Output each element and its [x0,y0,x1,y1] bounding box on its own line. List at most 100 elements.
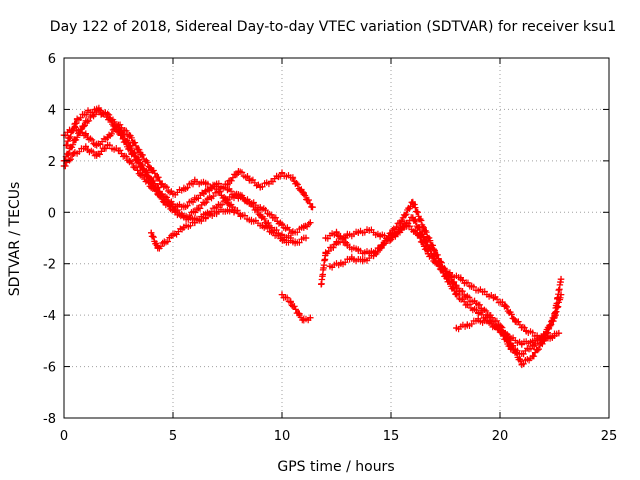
data-point [302,234,310,242]
x-tick-label: 20 [492,429,509,444]
data-point [246,198,253,206]
data-point [139,165,146,172]
data-point [557,275,565,283]
data-points [60,104,565,369]
x-tick-label: 5 [169,429,177,444]
data-point [490,293,497,301]
data-point [413,229,421,237]
data-point [224,206,231,213]
data-point [435,263,443,270]
data-point [507,335,515,342]
y-tick-label: 2 [48,155,56,170]
data-point [82,144,89,152]
data-point [485,319,493,327]
data-point [180,203,188,211]
data-point [409,214,416,221]
data-point [280,237,288,244]
data-point [409,198,416,206]
data-point [204,196,212,203]
data-point [126,157,133,165]
data-point [150,183,157,190]
x-axis-label: GPS time / hours [277,459,394,475]
series-track-5 [148,206,238,252]
data-point [501,301,508,309]
data-point [420,224,427,231]
data-point [464,293,471,301]
series-markers [60,121,316,211]
series-markers [148,206,238,252]
series-track-7 [318,214,565,358]
data-point [182,214,190,221]
data-point [518,340,525,347]
data-point [278,170,286,177]
data-point [289,175,297,183]
data-point [307,314,314,321]
data-point [137,170,144,177]
data-point [202,180,209,188]
series-markers [318,214,565,358]
data-point [93,152,100,159]
data-point [424,250,432,257]
series-track-10 [453,315,558,348]
data-point [257,183,264,190]
data-point [555,329,563,337]
data-point [180,185,188,193]
x-tick-label: 25 [601,429,618,444]
data-point [148,165,155,172]
x-tick-labels: 0 5 10 15 20 25 [60,429,617,444]
data-point [475,317,482,324]
data-point [475,309,482,316]
data-point [267,178,275,185]
data-point [226,201,233,208]
y-tick-label: 0 [48,206,56,221]
data-point [248,216,255,224]
data-point [128,149,135,157]
data-point [191,178,198,185]
y-tick-label: -2 [43,258,56,273]
y-tick-labels: -8 -6 -4 -2 0 2 4 6 [43,52,56,427]
data-point [300,317,307,324]
plot-frame [63,57,610,419]
data-point [322,250,329,257]
data-point [287,299,294,306]
series-track-9 [326,221,563,342]
data-point [322,234,329,242]
axis-ticks [63,57,610,419]
data-point [296,311,303,319]
data-point [337,260,345,267]
data-point [300,224,307,231]
data-point [453,283,460,291]
data-point [344,232,351,239]
data-point [158,180,166,188]
data-point [479,288,486,296]
data-point [355,247,362,255]
data-point [104,134,111,141]
data-point [193,206,201,213]
data-point [518,360,525,368]
data-point [529,353,536,360]
data-point [333,239,340,247]
data-point [259,221,266,229]
data-point [529,337,536,345]
y-tick-label: -8 [43,412,56,427]
data-point [453,324,460,332]
y-axis-label: SDTVAR / TECUs [7,182,23,297]
data-point [446,270,454,278]
data-point [318,281,325,288]
data-point [270,229,277,237]
data-point [307,219,314,226]
data-point [392,232,399,239]
data-point [398,216,406,224]
data-point [348,255,355,262]
data-point [71,137,79,144]
data-point [117,131,124,139]
data-point [289,229,297,237]
grid [64,58,609,418]
data-point [137,149,144,157]
data-point [213,209,220,216]
data-point [169,232,177,239]
data-point [235,167,242,175]
data-point [468,283,475,291]
data-point [496,327,504,334]
